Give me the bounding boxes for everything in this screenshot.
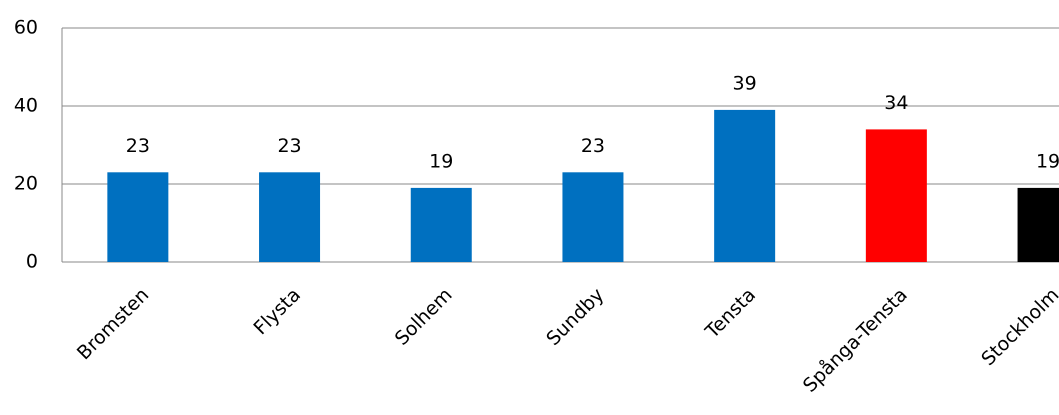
data-label: 23 [581,135,605,157]
data-label: 19 [429,150,453,172]
y-tick-label: 60 [14,17,38,39]
x-tick-label: Flysta [249,284,304,339]
bar [714,109,776,263]
data-label: 19 [1036,150,1059,172]
data-label: 39 [733,72,757,94]
data-label: 23 [277,135,301,157]
y-tick-label: 0 [26,251,38,273]
x-tick-label: Sundby [542,284,608,350]
data-label: 34 [884,92,908,114]
data-label: 23 [126,135,150,157]
x-tick-label: Tensta [701,284,760,343]
bar [259,172,321,262]
bar [410,187,472,262]
x-tick-label: Stockholm [977,284,1059,370]
bar [1017,187,1059,262]
y-tick-label: 20 [14,173,38,195]
bar [562,172,624,262]
x-tick-label: Bromsten [73,284,153,364]
y-tick-label: 40 [14,95,38,117]
x-tick-label: Solhem [391,284,457,350]
bar [107,172,169,262]
bar [865,129,927,262]
x-tick-label: Spånga-Tensta [798,283,912,397]
